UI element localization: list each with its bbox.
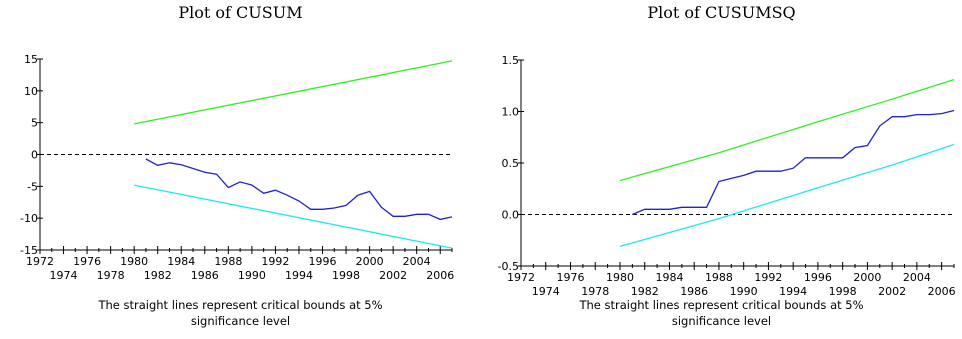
cusum-y-tick-label: -10 <box>20 212 38 225</box>
cusum-x-tick-label: 1972 <box>26 255 54 268</box>
cusumsq-x-tick-label: 1974 <box>532 285 560 298</box>
cusumsq-x-tick-label: 1972 <box>507 271 535 284</box>
cusumsq-x-tick-label: 1988 <box>705 271 733 284</box>
cusum-lower-line <box>134 184 453 249</box>
cusumsq-x-tick-label: 2000 <box>853 271 881 284</box>
cusum-x-tick-label: 2006 <box>426 269 454 282</box>
cusum-caption-line1: The straight lines represent critical bo… <box>98 298 383 312</box>
cusumsq-caption-line2: significance level <box>671 314 772 328</box>
cusumsq-x-tick-label: 1984 <box>655 271 683 284</box>
cusum-x-tick-label: 1998 <box>332 269 360 282</box>
cusumsq-x-tick-label: 2002 <box>878 285 906 298</box>
cusum-x-tick-label: 2004 <box>403 255 431 268</box>
cusum-stat-line <box>145 158 453 221</box>
cusumsq-y-tick-label: 0.0 <box>502 209 520 222</box>
cusumsq-x-tick-label: 1994 <box>779 285 807 298</box>
cusum-upper-line <box>134 60 453 125</box>
cusum-y-tick-label: 0 <box>31 149 38 162</box>
cusum-x-tick-label: 2002 <box>379 269 407 282</box>
cusum-x-tick-label: 1992 <box>261 255 289 268</box>
cusumsq-y-tick-label: 0.5 <box>502 157 520 170</box>
cusumsq-x-tick-label: 1978 <box>581 285 609 298</box>
cusumsq-y-tick-label: -0.5 <box>498 260 519 273</box>
cusumsq-x-tick-label: 1980 <box>606 271 634 284</box>
cusum-x-tick-label: 2000 <box>356 255 384 268</box>
cusumsq-x-tick-label: 1990 <box>730 285 758 298</box>
cusumsq-x-tick-label: 1998 <box>829 285 857 298</box>
cusumsq-title: Plot of CUSUMSQ <box>647 3 796 22</box>
cusum-y-tick-label: -15 <box>20 244 38 257</box>
cusum-x-tick-label: 1978 <box>97 269 125 282</box>
cusum-x-tick-label: 1996 <box>309 255 337 268</box>
cusumsq-stat-line <box>632 109 955 216</box>
cusumsq-lower-line <box>619 143 955 248</box>
cusum-y-tick-label: 10 <box>24 85 38 98</box>
cusumsq-caption-line1: The straight lines represent critical bo… <box>579 298 864 312</box>
cusum-y-tick-label: -5 <box>27 180 38 193</box>
cusumsq-y-tick-label: 1.5 <box>502 54 520 67</box>
cusum-x-tick-label: 1974 <box>50 269 78 282</box>
cusum-x-tick-label: 1980 <box>120 255 148 268</box>
cusumsq-panel: Plot of CUSUMSQ 1.5 1.0 0.5 0.0 -0.5 1972 1976… <box>481 0 962 339</box>
cusumsq-x-tick-label: 2004 <box>903 271 931 284</box>
cusum-x-tick-label: 1986 <box>191 269 219 282</box>
cusumsq-x-tick-label: 1996 <box>804 271 832 284</box>
cusumsq-x-tick-label: 2006 <box>928 285 956 298</box>
cusum-x-tick-label: 1994 <box>285 269 313 282</box>
cusum-x-tick-label: 1984 <box>167 255 195 268</box>
cusumsq-x-tick-label: 1992 <box>754 271 782 284</box>
cusum-x-tick-label: 1976 <box>73 255 101 268</box>
cusum-x-tick-label: 1990 <box>238 269 266 282</box>
cusum-y-tick-label: 5 <box>31 117 38 130</box>
cusumsq-x-tick-label: 1976 <box>556 271 584 284</box>
cusumsq-x-tick-label: 1986 <box>680 285 708 298</box>
cusum-x-tick-label: 1982 <box>144 269 172 282</box>
cusum-y-tick-label: 15 <box>24 53 38 66</box>
cusum-caption-line2: significance level <box>190 314 291 328</box>
cusum-panel: Plot of CUSUM 15 10 5 0 -5 -10 -15 1972 1976 1980… <box>20 3 454 328</box>
cusum-title: Plot of CUSUM <box>178 3 303 22</box>
cusum-x-tick-label: 1988 <box>214 255 242 268</box>
cusumsq-y-tick-label: 1.0 <box>502 106 520 119</box>
cusumsq-x-tick-label: 1982 <box>631 285 659 298</box>
cusumsq-upper-line <box>619 78 955 182</box>
